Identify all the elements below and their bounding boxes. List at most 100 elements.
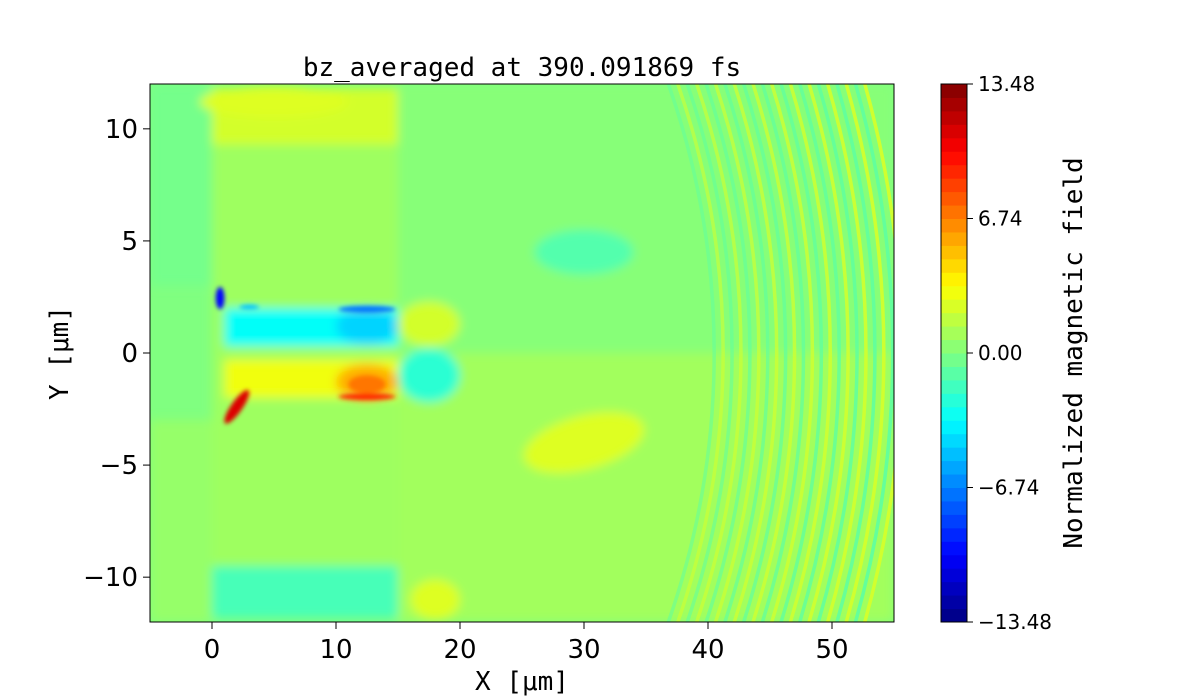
field-blob — [398, 301, 460, 347]
field-blob — [534, 229, 634, 275]
wave-arc — [798, 84, 841, 622]
colorbar-level — [941, 500, 967, 515]
colorbar-level — [941, 608, 967, 623]
field-blob — [336, 308, 398, 345]
colorbar-level — [941, 406, 967, 421]
wave-arc — [695, 84, 743, 622]
wave-arc — [826, 84, 868, 622]
colorbar-level — [941, 124, 967, 139]
negative-filament — [239, 304, 260, 310]
wave-arc — [704, 84, 752, 622]
wave-arc — [666, 84, 716, 622]
colorbar-level — [941, 231, 967, 246]
colorbar-level — [941, 366, 967, 381]
field-region — [150, 84, 212, 286]
wave-arc — [751, 84, 797, 622]
colorbar-level — [941, 191, 967, 206]
heatmap-field — [150, 84, 894, 622]
wave-arcs — [666, 84, 894, 622]
colorbar-level — [941, 514, 967, 529]
colorbar-level — [941, 487, 967, 502]
wave-arc — [816, 84, 859, 622]
colorbar-level — [941, 84, 967, 98]
field-region — [150, 420, 212, 622]
colorbar-level — [941, 420, 967, 435]
colorbar-level — [941, 339, 967, 354]
colorbar-level — [941, 312, 967, 327]
colorbar-level — [941, 353, 967, 367]
colorbar-tick-label: 6.74 — [978, 207, 1023, 231]
colorbar-level — [941, 460, 967, 475]
colorbar-level — [941, 581, 967, 596]
colorbar-level — [941, 164, 967, 179]
y-axis: 10 5 0 −5 −10 — [83, 115, 150, 593]
x-tick-label: 50 — [815, 635, 848, 665]
colorbar-level — [941, 595, 967, 610]
target-bottom-edge — [212, 565, 398, 618]
wave-arc — [807, 84, 850, 622]
field-blob — [398, 348, 460, 403]
y-tick-label: −10 — [83, 563, 138, 593]
wave-arc — [788, 84, 833, 622]
positive-core — [348, 375, 386, 394]
colorbar-tick-label: −6.74 — [978, 476, 1039, 500]
colorbar-level — [941, 554, 967, 569]
colorbar-level — [941, 568, 967, 583]
wave-arc — [853, 84, 894, 622]
y-tick-label: 5 — [121, 227, 138, 257]
chart-title: bz_averaged at 390.091869 fs — [303, 53, 741, 83]
colorbar-level — [941, 272, 967, 287]
colorbar-level — [941, 205, 967, 219]
colorbar-tick-label: 0.00 — [978, 341, 1023, 365]
colorbar-level — [941, 258, 967, 273]
colorbar-level — [941, 379, 967, 394]
wave-arc — [760, 84, 806, 622]
field-blob — [199, 86, 349, 118]
x-tick-label: 30 — [567, 635, 600, 665]
colorbar-level — [941, 97, 967, 112]
wave-arc — [685, 84, 734, 622]
y-tick-label: −5 — [100, 451, 138, 481]
colorbar-level — [941, 393, 967, 408]
negative-spot — [215, 286, 225, 310]
negative-filament — [338, 305, 396, 313]
colorbar-level — [941, 527, 967, 542]
wave-arc — [723, 84, 770, 622]
colorbar-level — [941, 433, 967, 448]
wave-arc — [676, 84, 725, 622]
x-tick-label: 0 — [204, 635, 221, 665]
target-slab — [212, 128, 398, 578]
colorbar-label: Normalized magnetic field — [1059, 157, 1089, 548]
colorbar-level — [941, 541, 967, 556]
colorbar-tick-label: −13.48 — [978, 610, 1052, 634]
colorbar-level — [941, 151, 967, 166]
field-sharp-features — [215, 286, 396, 424]
colorbar: 13.48 6.74 0.00 −6.74 −13.48 — [940, 72, 1052, 634]
colorbar-level — [941, 299, 967, 314]
x-tick-label: 40 — [691, 635, 724, 665]
x-axis-label: X [μm] — [475, 667, 569, 697]
colorbar-level — [941, 447, 967, 462]
x-tick-label: 10 — [319, 635, 352, 665]
positive-spot — [224, 389, 250, 424]
wave-arc — [742, 84, 788, 622]
colorbar-level — [941, 245, 967, 260]
colorbar-level — [941, 137, 967, 152]
colorbar-level — [941, 218, 967, 233]
colorbar-level — [941, 285, 967, 300]
colorbar-level — [941, 178, 967, 193]
wave-arc — [713, 84, 761, 622]
positive-filament — [338, 393, 396, 401]
wave-arc — [835, 84, 877, 622]
wave-arc — [779, 84, 824, 622]
colorbar-level — [941, 474, 967, 488]
field-blob — [410, 579, 461, 620]
colorbar-level — [941, 110, 967, 125]
wave-arc — [844, 84, 886, 622]
wave-arc — [732, 84, 779, 622]
y-axis-label: Y [μm] — [45, 306, 75, 400]
y-tick-label: 10 — [105, 115, 138, 145]
x-axis: 0 10 20 30 40 50 — [204, 622, 849, 665]
